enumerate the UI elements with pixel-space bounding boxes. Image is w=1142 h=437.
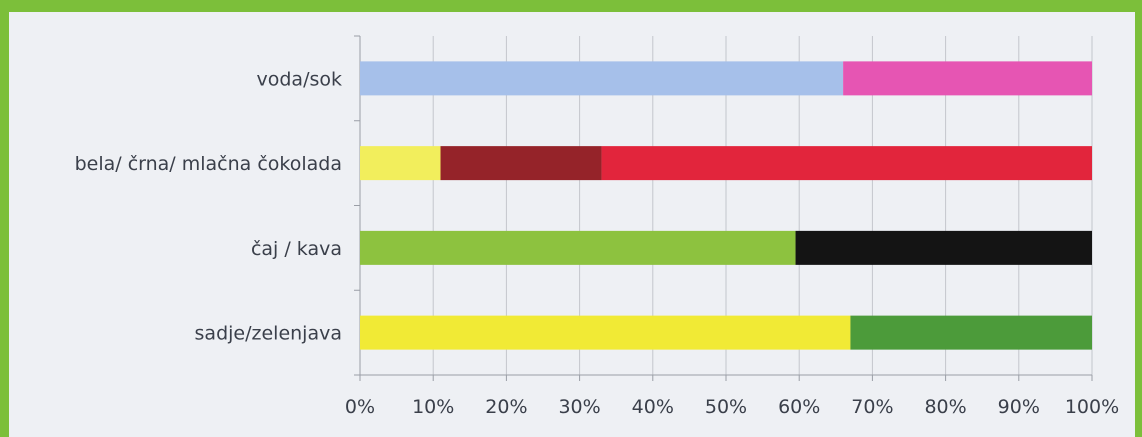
bars [360,61,1092,350]
category-label: bela/ črna/ mlačna čokolada [75,153,342,175]
category-labels: voda/sok bela/ črna/ mlačna čokolada čaj /… [75,68,342,344]
x-tick-label: 80% [924,396,966,418]
x-tick-label: 60% [778,396,820,418]
bar-segment [440,146,602,181]
x-tick-label: 70% [851,396,893,418]
bar-segment [360,61,844,96]
stacked-bar-chart: voda/sok bela/ črna/ mlačna čokolada čaj /… [75,35,1119,418]
bar-segment [601,146,1092,181]
x-tick-label: 40% [632,396,674,418]
x-tick-label: 20% [485,396,527,418]
x-tick-label: 10% [412,396,454,418]
bar-segment [360,315,851,350]
category-label: voda/sok [257,68,343,90]
x-tick-label: 0% [345,396,375,418]
bar-segment [850,315,1092,350]
bar-segment [795,230,1092,265]
category-label: čaj / kava [251,238,342,260]
bar-segment [360,146,441,181]
tick-labels: 0% 10% 20% 30% 40% 50% 60% 70% 80% 90% 100% [345,396,1119,418]
bar-segment [843,61,1092,96]
category-label: sadje/zelenjava [195,323,342,345]
x-tick-label: 100% [1065,396,1119,418]
x-tick-label: 90% [998,396,1040,418]
chart-panel: voda/sok bela/ črna/ mlačna čokolada čaj /… [9,12,1135,437]
x-tick-label: 30% [558,396,600,418]
x-tick-label: 50% [705,396,747,418]
bar-segment [360,230,796,265]
